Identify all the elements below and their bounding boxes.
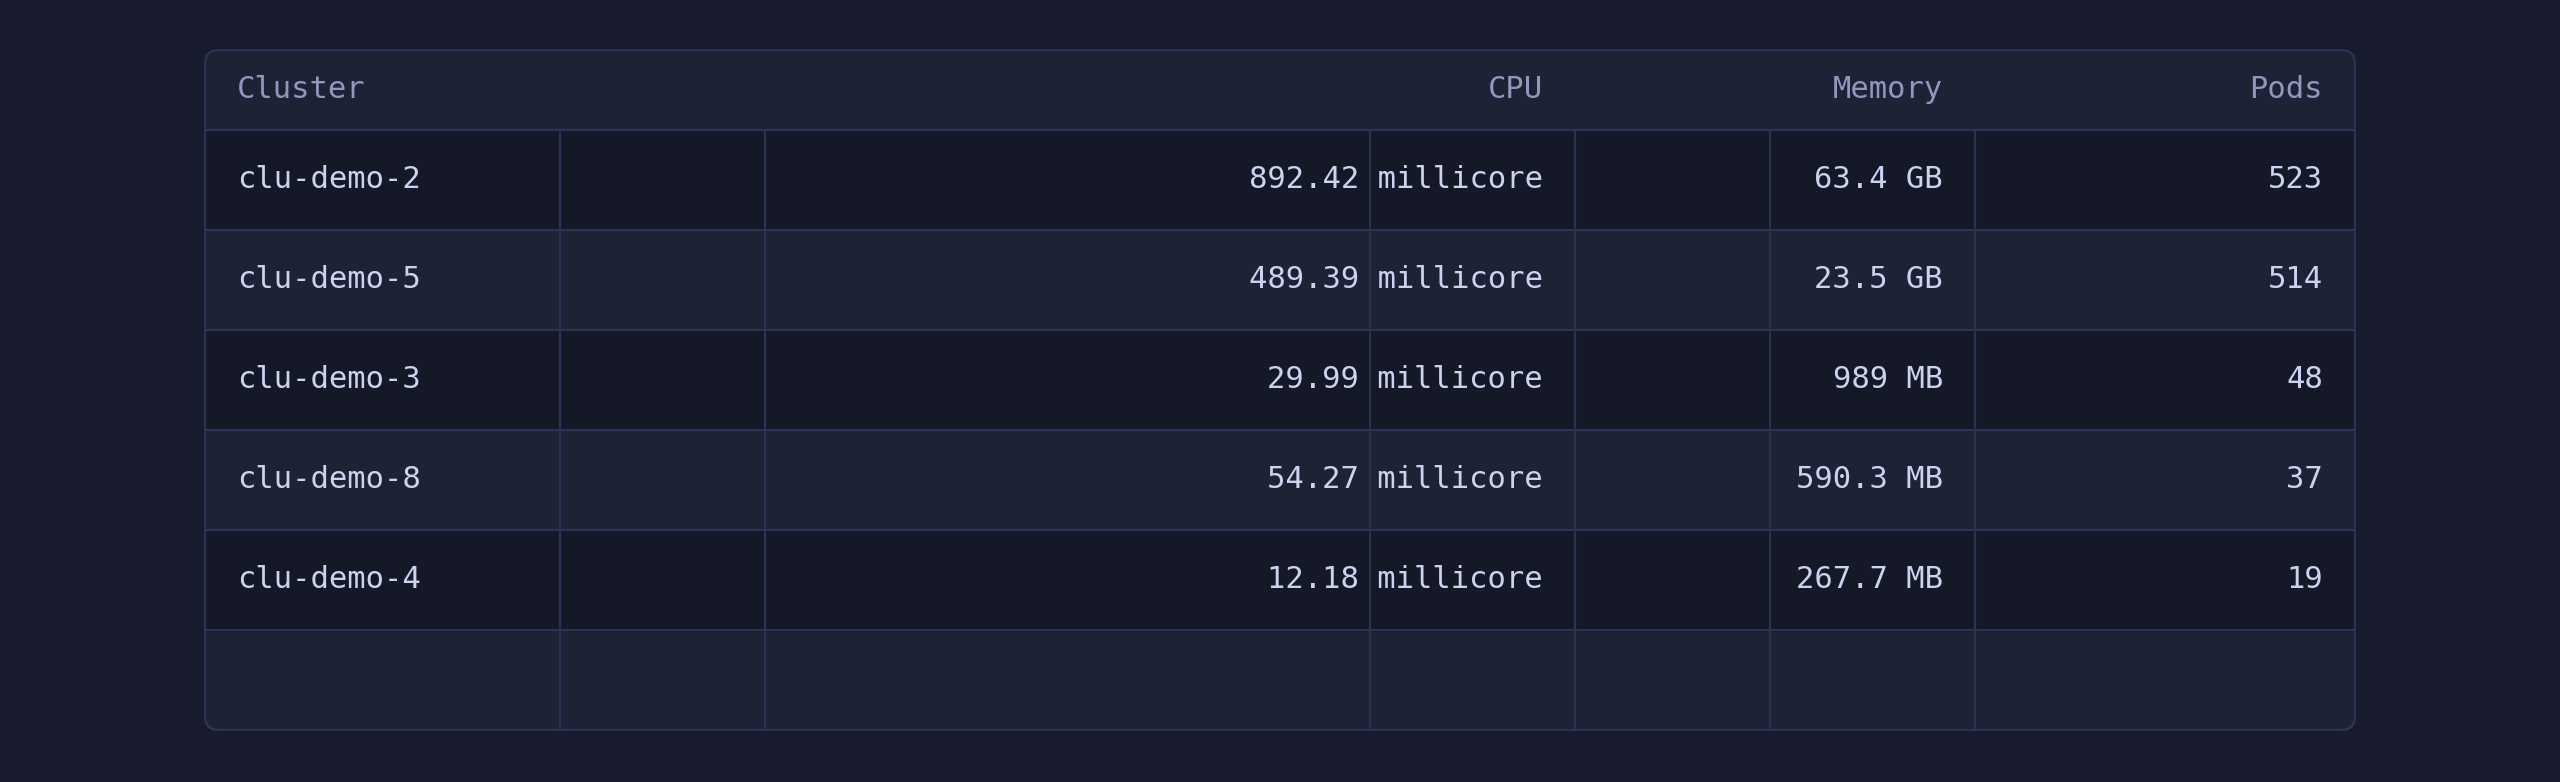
Text: 523: 523	[2268, 166, 2322, 195]
Text: 590.3 MB: 590.3 MB	[1797, 465, 1943, 494]
Text: clu-demo-4: clu-demo-4	[238, 565, 420, 594]
Text: 989 MB: 989 MB	[1833, 365, 1943, 394]
Text: 63.4 GB: 63.4 GB	[1815, 166, 1943, 195]
Text: 892.42 millicore: 892.42 millicore	[1249, 166, 1544, 195]
Text: clu-demo-5: clu-demo-5	[238, 266, 420, 295]
Text: 489.39 millicore: 489.39 millicore	[1249, 266, 1544, 295]
Text: CPU: CPU	[1487, 76, 1544, 105]
Text: 12.18 millicore: 12.18 millicore	[1267, 565, 1544, 594]
Bar	[205, 230, 2355, 330]
Text: clu-demo-8: clu-demo-8	[238, 465, 420, 494]
Text: Cluster: Cluster	[238, 76, 366, 105]
FancyBboxPatch shape	[205, 50, 2355, 730]
Text: 23.5 GB: 23.5 GB	[1815, 266, 1943, 295]
Text: Memory: Memory	[1833, 76, 1943, 105]
Text: clu-demo-2: clu-demo-2	[238, 166, 420, 195]
Text: 267.7 MB: 267.7 MB	[1797, 565, 1943, 594]
Text: 29.99 millicore: 29.99 millicore	[1267, 365, 1544, 394]
Text: 19: 19	[2286, 565, 2322, 594]
Bar	[205, 530, 2355, 630]
Text: 514: 514	[2268, 266, 2322, 295]
Bar	[205, 430, 2355, 530]
Bar	[205, 330, 2355, 430]
Text: 48: 48	[2286, 365, 2322, 394]
Text: clu-demo-3: clu-demo-3	[238, 365, 420, 394]
Bar	[205, 130, 2355, 230]
Text: 37: 37	[2286, 465, 2322, 494]
Text: 54.27 millicore: 54.27 millicore	[1267, 465, 1544, 494]
Text: Pods: Pods	[2250, 76, 2322, 105]
